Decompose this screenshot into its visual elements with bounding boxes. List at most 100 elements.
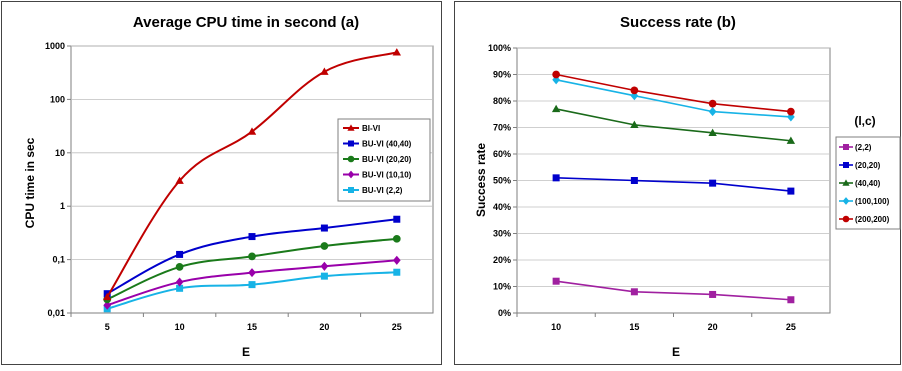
cpu-time-legend-entry: BU-VI (20,20) <box>362 155 412 164</box>
cpu-time-legend-marker <box>347 170 355 179</box>
cpu-time-x-tick-label: 15 <box>247 322 257 332</box>
cpu-time-data-point <box>248 233 256 241</box>
success-rate-chart-title: Success rate (b) <box>620 14 736 31</box>
cpu-time-data-point <box>320 67 329 75</box>
cpu-time-legend-marker <box>348 187 354 193</box>
success-rate-data-point <box>708 107 717 117</box>
success-rate-series-20-20 <box>552 174 795 195</box>
success-rate-y-tick-label: 0% <box>498 308 511 318</box>
cpu-time-legend-marker <box>348 140 354 147</box>
success-rate-legend-entry: (20,20) <box>855 161 881 170</box>
success-rate-legend-entry: (100,100) <box>855 197 890 206</box>
cpu-time-data-point <box>392 255 401 265</box>
success-rate-data-point <box>552 70 560 79</box>
success-rate-x-tick-label: 25 <box>786 322 796 332</box>
cpu-time-data-point <box>248 281 256 289</box>
success-rate-y-tick-label: 30% <box>493 229 511 239</box>
success-rate-data-point <box>630 86 639 95</box>
cpu-time-x-tick-label: 20 <box>319 322 329 332</box>
success-rate-data-point <box>787 187 795 195</box>
success-rate-series-40-40 <box>551 104 796 144</box>
cpu-time-series-bu-vi-10-10 <box>103 255 401 310</box>
success-rate-y-tick-label: 90% <box>493 70 511 80</box>
success-rate-series-line <box>556 177 791 192</box>
cpu-time-data-point <box>320 272 328 280</box>
success-rate-data-point <box>709 290 717 298</box>
success-rate-data-point <box>786 136 796 144</box>
cpu-time-data-point <box>175 176 184 184</box>
success-rate-data-point <box>630 288 638 296</box>
cpu-time-data-point <box>175 263 184 271</box>
success-rate-legend-marker <box>842 197 850 205</box>
success-rate-y-tick-label: 10% <box>493 282 511 292</box>
cpu-time-y-tick-label: 10 <box>55 148 65 158</box>
cpu-time-data-point <box>393 268 401 276</box>
success-rate-data-point <box>708 128 717 136</box>
cpu-time-y-tick-label: 0,1 <box>52 255 65 265</box>
cpu-time-x-tick-label: 25 <box>392 322 402 332</box>
success-rate-y-tick-label: 50% <box>493 176 511 186</box>
cpu-time-legend-marker <box>347 124 355 131</box>
cpu-time-legend-entry: BU-VI (10,10) <box>362 171 412 180</box>
success-rate-data-point <box>787 107 795 116</box>
success-rate-legend-entry: (40,40) <box>855 179 881 188</box>
success-rate-x-tick-label: 10 <box>551 322 561 332</box>
success-rate-series-line <box>555 73 791 113</box>
success-rate-data-point <box>630 120 639 128</box>
success-rate-legend-marker <box>843 144 849 150</box>
cpu-time-data-point <box>248 268 256 278</box>
cpu-time-legend-entry: BI-VI <box>362 124 380 133</box>
cpu-time-legend-marker <box>347 155 355 163</box>
success-rate-y-axis-label: Success rate <box>474 143 488 217</box>
success-rate-y-tick-label: 40% <box>493 202 511 212</box>
success-rate-legend-entry: (2,2) <box>855 143 872 152</box>
cpu-time-data-point <box>103 300 112 310</box>
success-rate-x-tick-label: 15 <box>629 322 639 332</box>
cpu-time-data-point <box>392 234 401 243</box>
success-rate-series-200-200 <box>552 70 795 116</box>
cpu-time-data-point <box>320 242 329 250</box>
cpu-time-data-point <box>103 292 112 301</box>
cpu-time-y-axis-label: CPU time in sec <box>23 137 37 228</box>
success-rate-data-point <box>552 174 560 182</box>
success-rate-data-point <box>708 99 717 108</box>
success-rate-legend-marker <box>842 179 850 186</box>
cpu-time-y-tick-label: 0,01 <box>47 308 65 318</box>
cpu-time-y-tick-label: 1000 <box>45 41 65 51</box>
cpu-time-series-bu-vi-20-20 <box>103 234 401 304</box>
success-rate-chart: Success rate (b) Success rate E (l,c) 0%… <box>454 1 901 365</box>
cpu-time-chart: Average CPU time in second (a) CPU time … <box>1 1 442 365</box>
cpu-time-x-axis-label: E <box>242 345 250 359</box>
cpu-time-series-bi-vi <box>103 48 401 301</box>
success-rate-x-tick-label: 20 <box>708 322 718 332</box>
success-rate-data-point <box>552 277 560 285</box>
cpu-time-x-tick-label: 10 <box>175 322 185 332</box>
success-rate-series-line <box>555 108 791 142</box>
success-rate-y-tick-label: 80% <box>493 96 511 106</box>
success-rate-data-point <box>787 296 795 304</box>
success-rate-legend: (2,2) (20,20) (40,40) (100,100) (200,200) <box>835 136 901 230</box>
success-rate-y-tick-label: 20% <box>493 255 511 265</box>
success-rate-legend-title: (l,c) <box>854 114 875 128</box>
success-rate-series-2-2 <box>552 277 795 304</box>
cpu-time-x-tick-label: 5 <box>105 322 110 332</box>
success-rate-series-line <box>555 79 791 118</box>
cpu-time-data-point <box>248 252 256 261</box>
cpu-time-legend-entry: BU-VI (40,40) <box>362 140 412 149</box>
success-rate-legend-entry: (200,200) <box>855 215 890 224</box>
cpu-time-data-point <box>247 127 257 135</box>
success-rate-data-point <box>709 179 717 187</box>
success-rate-x-axis-label: E <box>672 345 680 359</box>
cpu-time-data-point <box>176 284 184 292</box>
success-rate-series-line <box>556 280 791 301</box>
cpu-time-legend-entry: BU-VI (2,2) <box>362 186 403 195</box>
cpu-time-data-point <box>393 215 401 223</box>
cpu-time-y-tick-label: 100 <box>50 94 65 104</box>
cpu-time-data-point <box>176 250 184 258</box>
cpu-time-plot-area: 0,01 0,1 1 10 100 1000 5 10 15 20 25 BI-VI BU-VI (40… <box>45 41 434 332</box>
success-rate-legend-marker <box>842 215 850 223</box>
cpu-time-y-tick-label: 1 <box>60 201 65 211</box>
success-rate-y-tick-label: 100% <box>488 43 511 53</box>
